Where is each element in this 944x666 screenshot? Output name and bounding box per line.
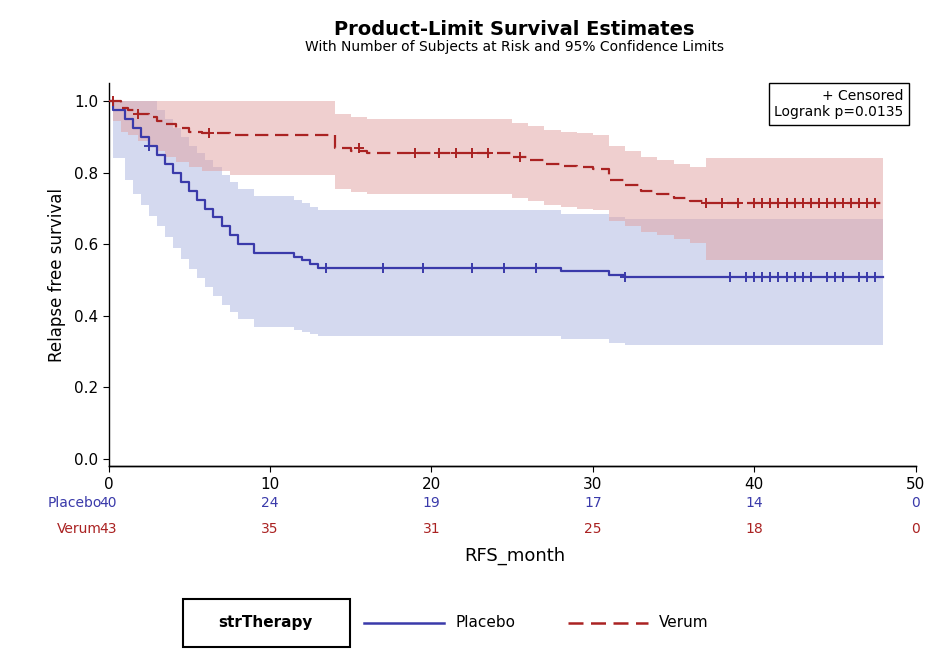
Text: 19: 19: [423, 496, 440, 510]
FancyBboxPatch shape: [183, 599, 350, 647]
Text: 40: 40: [100, 496, 117, 510]
Text: 0: 0: [911, 496, 920, 510]
Text: 18: 18: [746, 522, 763, 537]
Text: 24: 24: [261, 496, 278, 510]
Text: 35: 35: [261, 522, 278, 537]
Text: 14: 14: [746, 496, 763, 510]
Text: 43: 43: [100, 522, 117, 537]
Text: Placebo: Placebo: [455, 615, 515, 630]
Text: 0: 0: [911, 522, 920, 537]
Text: Product-Limit Survival Estimates: Product-Limit Survival Estimates: [334, 21, 695, 39]
Text: With Number of Subjects at Risk and 95% Confidence Limits: With Number of Subjects at Risk and 95% …: [305, 39, 724, 54]
Text: 25: 25: [584, 522, 601, 537]
Text: Verum: Verum: [57, 522, 102, 537]
Text: Verum: Verum: [659, 615, 709, 630]
Text: strTherapy: strTherapy: [218, 615, 312, 630]
Y-axis label: Relapse free survival: Relapse free survival: [47, 188, 65, 362]
Text: RFS_month: RFS_month: [464, 547, 565, 565]
Text: 17: 17: [584, 496, 601, 510]
Text: Placebo: Placebo: [47, 496, 102, 510]
Text: 31: 31: [423, 522, 440, 537]
Text: + Censored
Logrank p=0.0135: + Censored Logrank p=0.0135: [774, 89, 903, 119]
